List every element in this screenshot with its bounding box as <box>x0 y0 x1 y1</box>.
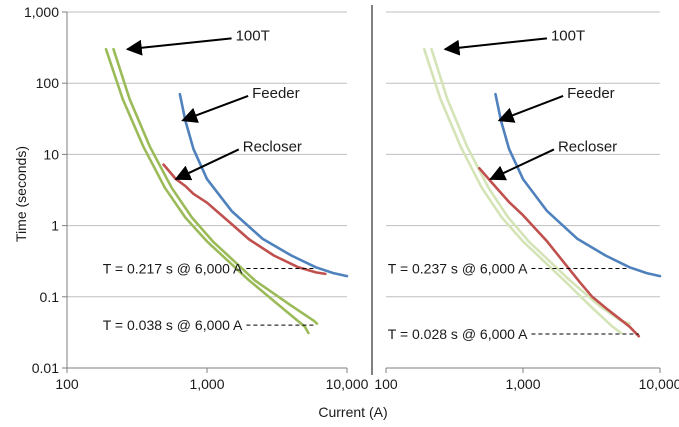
right-panel: 100 1,000 10,000 100T Feeder Recloser T = 0.23… <box>374 11 679 392</box>
left-panel: 0.01 0.1 1 10 100 1,000 100 1,000 10,000 100T Feed… <box>24 4 369 392</box>
left-operating-time-label: T = 0.038 s @ 6,000 A <box>103 317 243 333</box>
y-tick-label: 100 <box>36 75 60 91</box>
left-x-tick-label: 10,000 <box>326 376 369 392</box>
right-annotation-arrow <box>497 95 564 123</box>
right-x-tick-label: 100 <box>374 376 398 392</box>
left-annotation-recloser: Recloser <box>243 138 302 155</box>
right-annotation-arrow <box>443 37 548 56</box>
y-axis-label: Time (seconds) <box>13 146 29 242</box>
right-annotation-arrow <box>489 148 555 181</box>
y-tick-label: 0.01 <box>32 360 59 376</box>
right-annotation-100t: 100T <box>551 27 585 44</box>
left-series-feeder-line <box>178 92 349 278</box>
right-operating-time-label: T = 0.028 s @ 6,000 A <box>388 326 528 342</box>
y-tick-label: 10 <box>43 146 59 162</box>
left-series-100t-line <box>112 47 319 325</box>
left-annotation-arrow <box>125 37 232 56</box>
left-annotation-100t: 100T <box>236 27 270 44</box>
right-operating-time-label: T = 0.237 s @ 6,000 A <box>388 260 528 276</box>
right-annotation-recloser: Recloser <box>558 138 617 155</box>
left-x-tick-label: 1,000 <box>189 376 224 392</box>
left-annotation-arrow <box>174 148 240 181</box>
x-axis-label: Current (A) <box>318 404 387 420</box>
left-annotation-arrow <box>181 95 249 123</box>
left-operating-time-label: T = 0.217 s @ 6,000 A <box>103 260 243 276</box>
y-tick-label: 1,000 <box>24 4 59 20</box>
left-x-tick-label: 100 <box>55 376 79 392</box>
right-x-tick-label: 10,000 <box>639 376 679 392</box>
right-series-100t-line <box>430 47 631 325</box>
y-tick-label: 0.1 <box>40 289 60 305</box>
y-tick-label: 1 <box>51 218 59 234</box>
left-series-recloser-line <box>162 163 327 276</box>
left-annotation-feeder: Feeder <box>252 85 300 102</box>
right-x-tick-label: 1,000 <box>505 376 540 392</box>
right-series-feeder-line <box>494 92 662 278</box>
right-series-recloser-line <box>478 166 641 338</box>
right-series-100t-line <box>422 47 623 335</box>
right-annotation-feeder: Feeder <box>567 85 615 102</box>
left-series-100t-line <box>104 47 310 335</box>
